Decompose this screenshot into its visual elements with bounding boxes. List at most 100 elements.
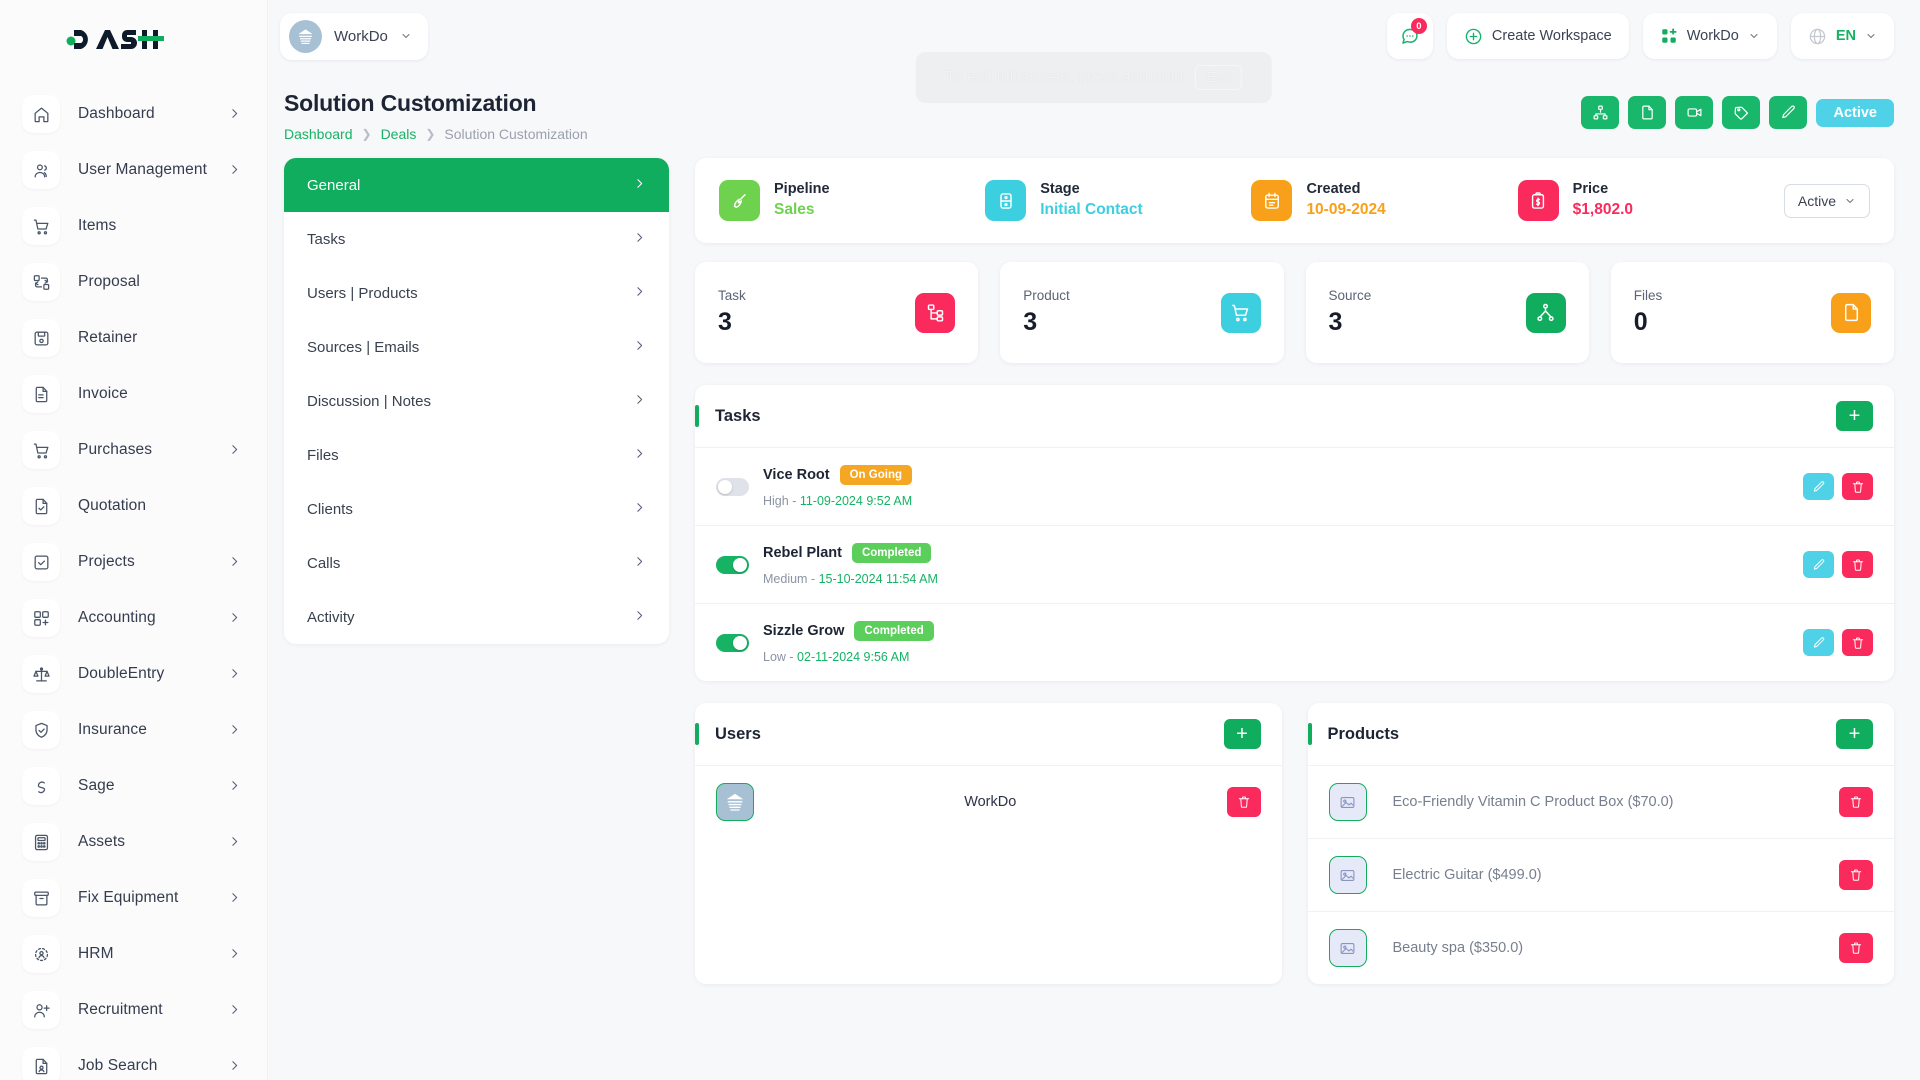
- task-date: 15-10-2024 11:54 AM: [818, 572, 938, 586]
- tab-discussion-notes[interactable]: Discussion | Notes: [284, 374, 669, 428]
- sidebar-item-recruitment[interactable]: Recruitment: [0, 982, 267, 1038]
- stat-label: Files: [1633, 288, 1663, 303]
- task-date: 02-11-2024 9:56 AM: [797, 650, 910, 664]
- sidebar-item-label: Projects: [78, 553, 135, 570]
- section-accent-bar: [1307, 723, 1312, 745]
- edit-task-button[interactable]: [1803, 629, 1834, 656]
- chevron-right-icon: [228, 667, 241, 682]
- info-item-stage: Stage Initial Contact: [985, 180, 1251, 221]
- task-status-chip: On Going: [839, 465, 912, 485]
- tab-calls[interactable]: Calls: [284, 536, 669, 590]
- document-icon: [22, 375, 60, 413]
- info-item-value: $1,802.0: [1572, 200, 1633, 218]
- task-toggle[interactable]: [716, 477, 749, 496]
- task-row-actions: [1803, 629, 1873, 656]
- create-workspace-label: Create Workspace: [1491, 28, 1612, 44]
- workspace-selector[interactable]: WorkDo: [280, 12, 428, 60]
- tab-tasks[interactable]: Tasks: [284, 212, 669, 266]
- workspace-name: WorkDo: [334, 27, 388, 45]
- stat-card-product: Product 3: [1000, 262, 1284, 363]
- chevron-down-icon: [1846, 198, 1854, 203]
- add-user-button[interactable]: +: [1223, 719, 1261, 749]
- stat-label: Source: [1328, 288, 1372, 303]
- status-select[interactable]: Active: [1783, 183, 1870, 218]
- sidebar-item-insurance[interactable]: Insurance: [0, 702, 267, 758]
- chevron-right-icon: [228, 835, 241, 850]
- tab-label: Users | Products: [307, 284, 418, 302]
- sidebar-item-invoice[interactable]: Invoice: [0, 366, 267, 422]
- status-badge[interactable]: Active: [1816, 98, 1894, 127]
- delete-product-button[interactable]: [1839, 933, 1873, 963]
- main-area: WorkDo 0 Create Wor: [268, 0, 1920, 1080]
- dash-logo[interactable]: [66, 22, 164, 50]
- building-icon: [726, 793, 744, 811]
- edit-task-button[interactable]: [1803, 551, 1834, 578]
- edit-task-button[interactable]: [1803, 473, 1834, 500]
- stat-value: 3: [1023, 308, 1038, 336]
- tab-activity[interactable]: Activity: [284, 590, 669, 644]
- stat-value: 3: [718, 308, 732, 336]
- products-header: Products +: [1307, 703, 1895, 765]
- sidebar-item-doubleentry[interactable]: DoubleEntry: [0, 646, 267, 702]
- delete-task-button[interactable]: [1842, 629, 1873, 656]
- hierarchy-button[interactable]: [1581, 96, 1620, 129]
- sidebar-item-user-management[interactable]: User Management: [0, 142, 267, 198]
- sidebar-item-sage[interactable]: Sage: [0, 758, 267, 814]
- task-row: Rebel Plant Completed Medium - 15-10-2024 …: [695, 525, 1894, 603]
- sidebar-item-fix-equipment[interactable]: Fix Equipment: [0, 870, 267, 926]
- language-button[interactable]: EN: [1790, 13, 1894, 59]
- add-product-button[interactable]: +: [1836, 719, 1873, 749]
- sidebar-item-job-search[interactable]: Job Search: [0, 1038, 267, 1080]
- sidebar-item-retainer[interactable]: Retainer: [0, 310, 267, 366]
- delete-task-button[interactable]: [1842, 551, 1873, 578]
- sidebar-item-hrm[interactable]: HRM: [0, 926, 267, 982]
- chevron-right-icon: [228, 555, 241, 570]
- edit-button[interactable]: [1769, 96, 1808, 129]
- file-button[interactable]: [1628, 96, 1667, 129]
- delete-product-button[interactable]: [1839, 787, 1873, 817]
- task-toggle[interactable]: [716, 555, 749, 574]
- tag-button[interactable]: [1722, 96, 1761, 129]
- sidebar-item-label: Sage: [78, 777, 115, 794]
- tasks-header: Tasks +: [695, 385, 1894, 447]
- breadcrumb-deals[interactable]: Deals: [380, 126, 417, 142]
- sidebar-item-label: Quotation: [78, 497, 147, 514]
- tab-label: Tasks: [307, 230, 346, 248]
- chat-button[interactable]: 0: [1386, 13, 1433, 59]
- tab-general[interactable]: General: [284, 158, 669, 212]
- product-name: Eco-Friendly Vitamin C Product Box: [1392, 794, 1624, 810]
- workspace-switch-button[interactable]: WorkDo: [1642, 13, 1777, 59]
- delete-user-button[interactable]: [1226, 787, 1261, 817]
- tab-users-products[interactable]: Users | Products: [284, 266, 669, 320]
- sidebar-item-label: DoubleEntry: [78, 665, 165, 682]
- delete-task-button[interactable]: [1842, 473, 1873, 500]
- sidebar-item-purchases[interactable]: Purchases: [0, 422, 267, 478]
- video-button[interactable]: [1675, 96, 1714, 129]
- proposal-icon: [22, 263, 60, 301]
- product-row: Beauty spa ($350.0): [1307, 911, 1894, 984]
- product-label: Electric Guitar ($499.0): [1393, 867, 1542, 883]
- sidebar-item-assets[interactable]: Assets: [0, 814, 267, 870]
- sidebar-item-quotation[interactable]: Quotation: [0, 478, 267, 534]
- add-task-button[interactable]: +: [1836, 401, 1873, 431]
- tab-files[interactable]: Files: [284, 428, 669, 482]
- chevron-right-icon: [228, 723, 241, 738]
- sidebar-item-dashboard[interactable]: Dashboard: [0, 86, 267, 142]
- sidebar-item-projects[interactable]: Projects: [0, 534, 267, 590]
- tab-clients[interactable]: Clients: [284, 482, 669, 536]
- task-toggle[interactable]: [716, 633, 749, 652]
- breadcrumb-dashboard[interactable]: Dashboard: [284, 126, 353, 142]
- sidebar-item-accounting[interactable]: Accounting: [0, 590, 267, 646]
- chevron-right-icon: [633, 339, 646, 356]
- save-icon: [22, 319, 60, 357]
- product-name: Beauty spa: [1392, 940, 1466, 956]
- sidebar-item-proposal[interactable]: Proposal: [0, 254, 267, 310]
- product-name: Electric Guitar: [1392, 867, 1484, 883]
- sidebar-item-items[interactable]: Items: [0, 198, 267, 254]
- delete-product-button[interactable]: [1839, 860, 1873, 890]
- tab-label: Calls: [307, 554, 341, 572]
- tab-sources-emails[interactable]: Sources | Emails: [284, 320, 669, 374]
- sidebar-item-label: Insurance: [78, 721, 147, 738]
- chevron-right-icon: [633, 285, 646, 302]
- create-workspace-button[interactable]: Create Workspace: [1446, 13, 1629, 59]
